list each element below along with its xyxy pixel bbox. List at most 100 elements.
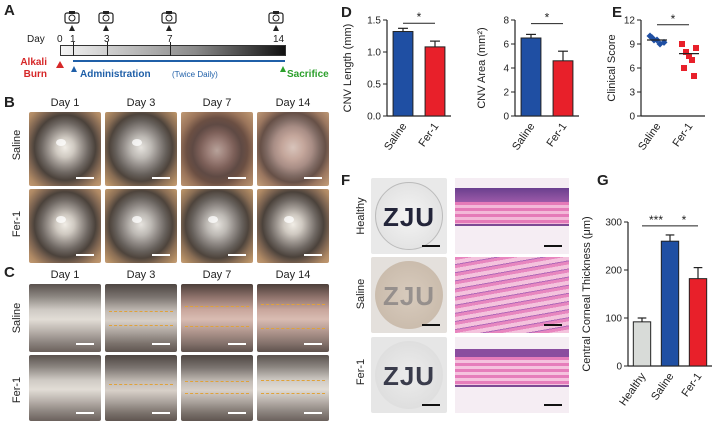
cornea-transparency-fer1: ZJU (371, 337, 447, 413)
camera-icon (161, 11, 177, 31)
eye-side-fer1-day1 (29, 355, 101, 421)
y-tick-label: 0.0 (367, 112, 381, 123)
bar (424, 46, 446, 117)
administration-label: Administration (80, 69, 151, 80)
camera-icons (64, 11, 284, 31)
timeline-bar (60, 45, 286, 56)
timeline-tick (107, 42, 108, 56)
eye-side-saline-day3 (105, 284, 177, 352)
significance-marker: *** (649, 213, 663, 227)
eye-photo-fer1-day14 (257, 189, 329, 263)
chart-cnv-length: 0.0 0.5 1.0 1.5 CNV Length (mm) Saline Fer-1 * (342, 10, 451, 153)
panel-label-f: F (341, 172, 351, 189)
data-point (693, 45, 699, 51)
bar (632, 321, 652, 367)
eye-photo-fer1-day3 (105, 189, 177, 263)
alkali-label-line2: Burn (23, 69, 47, 80)
zju-logo-text: ZJU (382, 361, 436, 391)
panel-label-b: B (4, 94, 15, 111)
y-tick-label: 2 (503, 88, 509, 99)
col-header-day1: Day 1 (50, 97, 80, 109)
camera-icon (98, 11, 114, 31)
row-label-saline-c: Saline (11, 302, 23, 334)
chart-clinical-score: 0 3 6 9 12 Clinical Score Saline Fer-1 * (606, 12, 705, 153)
data-point (683, 49, 689, 55)
chart-central-corneal-thickness: 0 100 200 300 Central Corneal Thickness (μm)… (581, 213, 712, 408)
chart-cnv-area: 0 2 4 6 8 CNV Area (mm²) Saline Fer-1 * (476, 11, 579, 153)
y-tick-label: 9 (629, 40, 635, 51)
eye-photo-saline-day7 (181, 112, 253, 186)
panel-label-a: A (4, 2, 15, 19)
data-point (679, 41, 685, 47)
y-tick-label: 0.5 (367, 80, 381, 91)
panel-label-c: C (4, 264, 15, 281)
cornea-transparency-saline: ZJU (371, 257, 447, 333)
data-point (681, 65, 687, 71)
bar (688, 278, 708, 367)
day-1: 1 (70, 34, 76, 45)
y-axis-title: Clinical Score (606, 34, 618, 101)
x-tick-label: Saline (649, 371, 676, 403)
data-point (686, 53, 692, 59)
data-point (660, 38, 668, 46)
panel-label-g: G (597, 172, 609, 189)
row-label-saline-b: Saline (11, 129, 23, 161)
row-label-fer1-c: Fer-1 (11, 376, 23, 404)
y-tick-label: 0 (629, 112, 635, 123)
alkali-burn-label: Alkali Burn (3, 57, 47, 81)
eye-side-saline-day14 (257, 284, 329, 352)
x-tick-label: Healthy (617, 370, 649, 408)
camera-icon (64, 11, 80, 31)
timeline-tick (73, 42, 74, 56)
y-tick-label: 100 (605, 314, 622, 325)
y-tick-label: 0 (503, 112, 509, 123)
bar (520, 37, 542, 117)
eye-photo-saline-day1 (29, 112, 101, 186)
y-tick-label: 4 (503, 64, 509, 75)
day-0: 0 (57, 34, 63, 45)
row-label-fer1-b: Fer-1 (11, 210, 23, 238)
y-tick-label: 300 (605, 218, 622, 229)
y-tick-label: 3 (629, 88, 635, 99)
cornea-transparency-healthy: ZJU (371, 178, 447, 254)
bar (660, 240, 680, 367)
col-header-c-day1: Day 1 (50, 269, 80, 281)
col-header-day7: Day 7 (202, 97, 232, 109)
eye-photo-saline-day3 (105, 112, 177, 186)
x-tick-label: Fer-1 (417, 121, 442, 149)
y-tick-label: 6 (629, 64, 635, 75)
y-tick-label: 12 (624, 16, 636, 27)
significance-marker: * (417, 10, 422, 24)
col-header-c-day3: Day 3 (126, 269, 156, 281)
col-header-c-day7: Day 7 (202, 269, 232, 281)
significance-marker: * (545, 11, 550, 25)
significance-marker: * (682, 213, 687, 227)
col-header-day14: Day 14 (275, 97, 311, 109)
day-3: 3 (104, 34, 110, 45)
data-point (648, 34, 656, 42)
y-tick-label: 6 (503, 40, 509, 51)
row-label-fer1-f: Fer-1 (355, 358, 367, 386)
eye-side-saline-day1 (29, 284, 101, 352)
y-axis-title: CNV Area (mm²) (476, 27, 488, 108)
bar (552, 60, 574, 117)
administration-arrow-line (73, 60, 285, 62)
bar (392, 31, 414, 117)
day-7: 7 (167, 34, 173, 45)
y-axis-title: Central Corneal Thickness (μm) (581, 216, 593, 371)
eye-side-fer1-day14 (257, 355, 329, 421)
camera-icon (268, 11, 284, 31)
panel-label-d: D (341, 4, 352, 21)
eye-side-saline-day7 (181, 284, 253, 352)
panel-label-e: E (612, 4, 623, 21)
zju-logo-text: ZJU (382, 202, 436, 232)
data-point (691, 73, 697, 79)
alkali-arrow-icon (56, 61, 64, 68)
col-header-c-day14: Day 14 (275, 269, 311, 281)
x-tick-label: Fer-1 (671, 121, 696, 149)
eye-photo-fer1-day7 (181, 189, 253, 263)
he-section-fer1 (455, 337, 569, 413)
y-tick-label: 1.5 (367, 16, 381, 27)
data-point (689, 57, 695, 63)
sacrifice-arrow-icon (280, 66, 286, 72)
